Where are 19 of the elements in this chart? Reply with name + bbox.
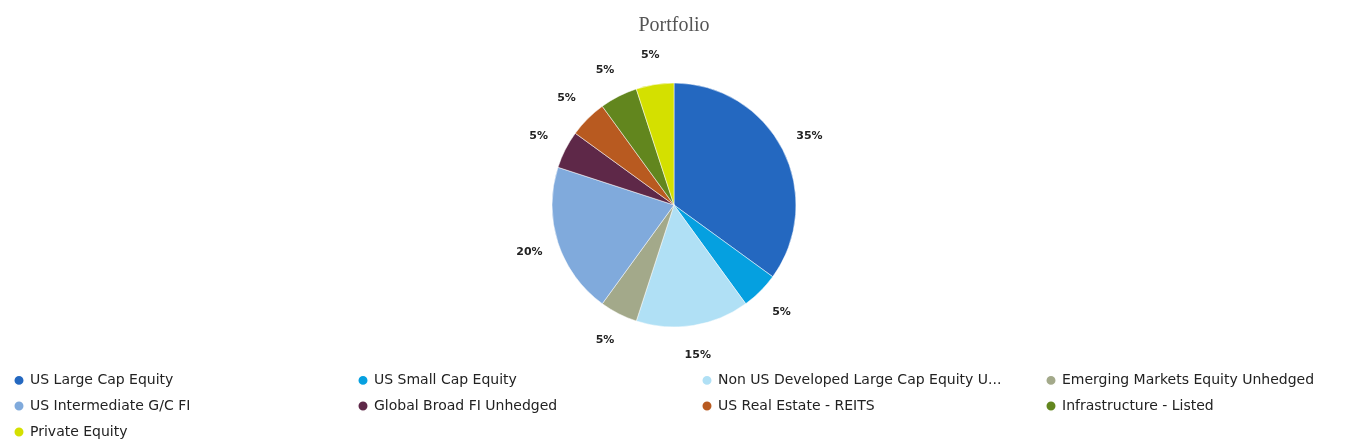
data-label: 5% xyxy=(529,128,548,142)
data-label: 5% xyxy=(557,90,576,104)
chart-title: Portfolio xyxy=(638,13,710,35)
legend-label: Private Equity xyxy=(30,423,128,439)
legend-label: Emerging Markets Equity Unhedged xyxy=(1062,371,1315,388)
data-label: 5% xyxy=(772,305,791,319)
legend-label: Infrastructure - Listed xyxy=(1062,397,1214,413)
data-label: 15% xyxy=(684,348,711,362)
legend-label: Non US Developed Large Cap Equity U... xyxy=(718,371,1002,388)
data-label: 5% xyxy=(595,333,615,347)
legend-label: US Intermediate G/C FI xyxy=(30,397,191,413)
data-label: 20% xyxy=(516,244,543,258)
data-label: 5% xyxy=(640,47,660,61)
data-label: 35% xyxy=(796,128,823,142)
legend-label: Global Broad FI Unhedged xyxy=(374,397,558,413)
data-label: 5% xyxy=(595,62,615,76)
legend-label: US Large Cap Equity xyxy=(30,371,174,388)
legend-label: US Small Cap Equity xyxy=(374,371,517,388)
legend-label: US Real Estate - REITS xyxy=(718,397,875,413)
